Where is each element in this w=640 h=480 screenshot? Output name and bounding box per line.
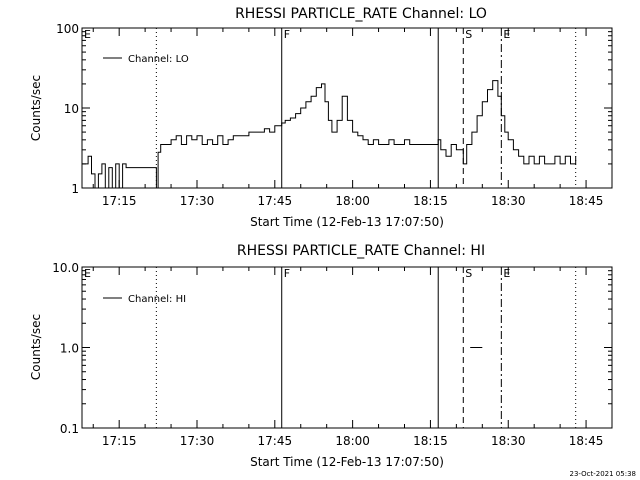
lo-x-axis-label: Start Time (12-Feb-13 17:07:50) [250, 215, 444, 229]
hi-x-axis-label: Start Time (12-Feb-13 17:07:50) [250, 455, 444, 469]
lo-y-axis-label: Counts/sec [29, 75, 43, 141]
event-marker-label-0: E [84, 267, 91, 280]
x-tick-label-6: 18:45 [569, 194, 604, 208]
x-tick-label-3: 18:00 [335, 434, 370, 448]
event-marker-label-0: E [84, 28, 91, 41]
x-tick-label-0: 17:15 [102, 434, 137, 448]
x-tick-label-2: 17:45 [258, 194, 293, 208]
hi-chart-title: RHESSI PARTICLE_RATE Channel: HI [237, 243, 485, 259]
event-marker-label-4: S [465, 267, 472, 280]
event-marker-label-2: F [284, 28, 290, 41]
y-tick-label-2: 100 [56, 22, 79, 36]
y-tick-label-1: 1.0 [60, 342, 79, 356]
x-tick-label-6: 18:45 [569, 434, 604, 448]
footer-timestamp: 23-Oct-2021 05:38 [570, 470, 636, 478]
y-tick-label-1: 10 [64, 102, 79, 116]
event-marker-label-4: S [465, 28, 472, 41]
plot-frame [81, 266, 613, 429]
x-tick-label-5: 18:30 [491, 194, 526, 208]
x-tick-label-1: 17:30 [180, 434, 215, 448]
lo-channel-panel: RHESSI PARTICLE_RATE Channel: LO Counts/… [29, 6, 613, 229]
x-tick-label-5: 18:30 [491, 434, 526, 448]
x-tick-label-0: 17:15 [102, 194, 137, 208]
x-tick-label-4: 18:15 [413, 194, 448, 208]
event-marker-label-5: E [503, 28, 510, 41]
x-tick-label-2: 17:45 [258, 434, 293, 448]
lo-chart-title: RHESSI PARTICLE_RATE Channel: LO [235, 6, 487, 22]
lo-legend-label: Channel: LO [128, 54, 189, 65]
x-tick-label-1: 17:30 [180, 194, 215, 208]
hi-y-axis-label: Counts/sec [29, 314, 43, 380]
x-tick-label-4: 18:15 [413, 434, 448, 448]
x-tick-label-3: 18:00 [335, 194, 370, 208]
hi-legend-label: Channel: HI [128, 294, 186, 305]
y-tick-label-2: 10.0 [52, 261, 79, 275]
y-tick-label-0: 1 [71, 182, 79, 196]
y-tick-label-0: 0.1 [60, 422, 79, 436]
data-series-0 [82, 80, 577, 189]
event-marker-label-2: F [284, 267, 290, 280]
event-marker-label-5: E [503, 267, 510, 280]
hi-channel-panel: RHESSI PARTICLE_RATE Channel: HI Counts/… [29, 243, 613, 469]
